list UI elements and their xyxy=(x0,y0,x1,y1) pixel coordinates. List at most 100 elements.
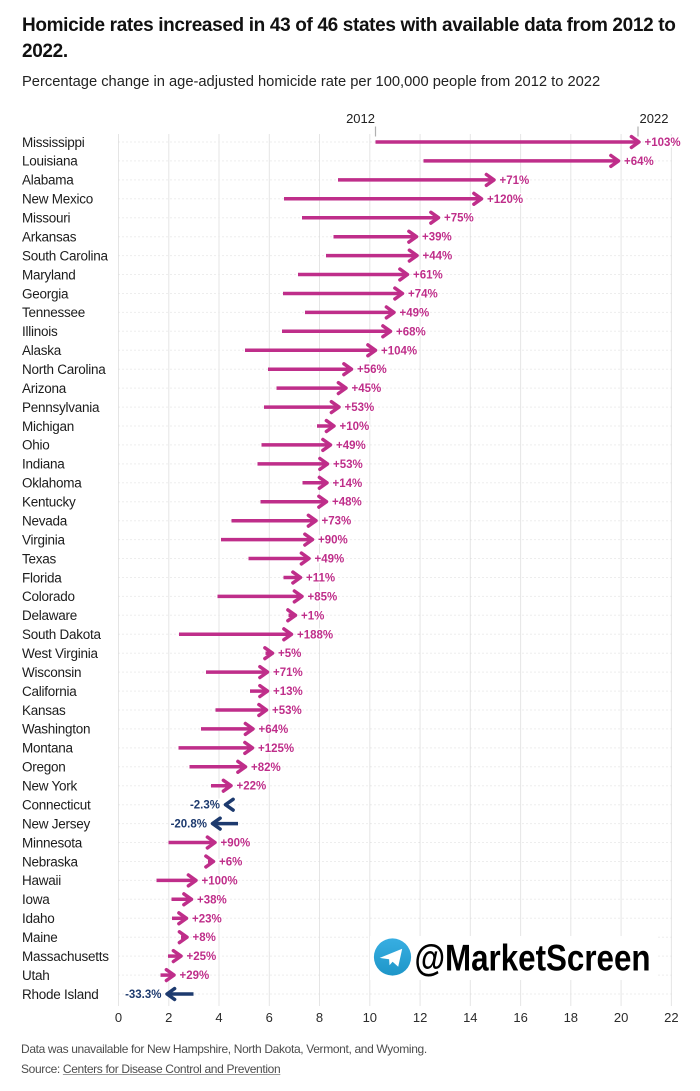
svg-text:+1%: +1% xyxy=(301,610,324,622)
svg-text:+25%: +25% xyxy=(187,951,217,963)
svg-text:Michigan: Michigan xyxy=(22,419,74,434)
svg-text:+68%: +68% xyxy=(396,326,426,338)
svg-text:Washington: Washington xyxy=(22,722,90,737)
svg-text:16: 16 xyxy=(513,1010,527,1025)
svg-text:Utah: Utah xyxy=(22,968,50,983)
svg-text:2012: 2012 xyxy=(346,111,375,126)
svg-text:-2.3%: -2.3% xyxy=(190,800,220,812)
svg-text:Florida: Florida xyxy=(22,570,62,585)
svg-text:Idaho: Idaho xyxy=(22,911,55,926)
svg-text:4: 4 xyxy=(215,1010,222,1025)
svg-text:+188%: +188% xyxy=(297,629,333,641)
svg-text:Nevada: Nevada xyxy=(22,514,68,529)
svg-text:2: 2 xyxy=(165,1010,172,1025)
svg-text:+11%: +11% xyxy=(306,573,335,585)
svg-text:West Virginia: West Virginia xyxy=(22,646,99,661)
svg-text:+100%: +100% xyxy=(202,875,238,887)
svg-text:Arizona: Arizona xyxy=(22,381,67,396)
svg-text:+13%: +13% xyxy=(273,686,303,698)
svg-text:Ohio: Ohio xyxy=(22,438,50,453)
svg-text:+23%: +23% xyxy=(192,913,222,925)
svg-text:12: 12 xyxy=(413,1010,427,1025)
svg-text:+104%: +104% xyxy=(381,345,417,357)
svg-text:20: 20 xyxy=(614,1010,628,1025)
svg-text:+74%: +74% xyxy=(408,289,438,301)
svg-text:+56%: +56% xyxy=(357,364,387,376)
svg-text:Louisiana: Louisiana xyxy=(22,154,78,169)
svg-text:+49%: +49% xyxy=(400,307,430,319)
svg-text:Minnesota: Minnesota xyxy=(22,835,83,850)
svg-text:+90%: +90% xyxy=(221,838,251,850)
svg-text:+49%: +49% xyxy=(315,554,345,566)
svg-text:8: 8 xyxy=(316,1010,323,1025)
svg-text:Alaska: Alaska xyxy=(22,343,62,358)
svg-text:Tennessee: Tennessee xyxy=(22,305,85,320)
svg-text:+90%: +90% xyxy=(318,535,348,547)
svg-text:+8%: +8% xyxy=(193,932,216,944)
svg-text:New Mexico: New Mexico xyxy=(22,192,93,207)
svg-text:+61%: +61% xyxy=(413,270,443,282)
svg-text:Arkansas: Arkansas xyxy=(22,230,77,245)
svg-text:+73%: +73% xyxy=(322,516,352,528)
svg-text:+10%: +10% xyxy=(340,421,370,433)
svg-text:6: 6 xyxy=(266,1010,273,1025)
svg-text:+82%: +82% xyxy=(251,762,281,774)
svg-text:Massachusetts: Massachusetts xyxy=(22,949,109,964)
svg-text:Maryland: Maryland xyxy=(22,267,76,282)
svg-text:14: 14 xyxy=(463,1010,477,1025)
svg-text:10: 10 xyxy=(363,1010,377,1025)
svg-text:Kansas: Kansas xyxy=(22,703,66,718)
svg-text:Nebraska: Nebraska xyxy=(22,854,79,869)
svg-text:Mississippi: Mississippi xyxy=(22,135,85,150)
svg-text:+64%: +64% xyxy=(624,156,654,168)
svg-text:18: 18 xyxy=(564,1010,578,1025)
svg-text:North Carolina: North Carolina xyxy=(22,362,106,377)
svg-text:Missouri: Missouri xyxy=(22,211,71,226)
svg-text:+75%: +75% xyxy=(444,213,474,225)
svg-text:+6%: +6% xyxy=(219,857,242,869)
svg-text:+45%: +45% xyxy=(352,383,382,395)
svg-text:South Dakota: South Dakota xyxy=(22,627,102,642)
svg-text:@MarketScreen: @MarketScreen xyxy=(415,938,651,979)
svg-text:Pennsylvania: Pennsylvania xyxy=(22,400,100,415)
svg-text:+53%: +53% xyxy=(272,705,302,717)
svg-text:Hawaii: Hawaii xyxy=(22,873,61,888)
svg-text:Oklahoma: Oklahoma xyxy=(22,476,82,491)
svg-text:0: 0 xyxy=(115,1010,122,1025)
svg-text:Iowa: Iowa xyxy=(22,892,50,907)
svg-text:Wisconsin: Wisconsin xyxy=(22,665,81,680)
svg-text:Rhode Island: Rhode Island xyxy=(22,987,99,1002)
svg-text:New Jersey: New Jersey xyxy=(22,816,91,831)
svg-text:Indiana: Indiana xyxy=(22,457,65,472)
svg-text:+53%: +53% xyxy=(345,402,375,414)
svg-text:-20.8%: -20.8% xyxy=(171,819,207,831)
svg-text:+5%: +5% xyxy=(278,648,301,660)
svg-text:Texas: Texas xyxy=(22,551,57,566)
svg-text:+120%: +120% xyxy=(487,194,523,206)
svg-text:New York: New York xyxy=(22,779,78,794)
svg-text:2022: 2022 xyxy=(640,111,669,126)
svg-text:Maine: Maine xyxy=(22,930,58,945)
svg-text:+49%: +49% xyxy=(336,440,366,452)
svg-text:+103%: +103% xyxy=(645,137,681,149)
svg-text:+71%: +71% xyxy=(273,667,303,679)
svg-text:22: 22 xyxy=(664,1010,678,1025)
svg-text:+85%: +85% xyxy=(308,591,338,603)
svg-text:+44%: +44% xyxy=(423,251,453,263)
svg-text:+38%: +38% xyxy=(197,894,227,906)
svg-text:+53%: +53% xyxy=(333,459,363,471)
svg-text:Oregon: Oregon xyxy=(22,760,66,775)
svg-text:Delaware: Delaware xyxy=(22,608,77,623)
svg-text:+29%: +29% xyxy=(180,970,210,982)
svg-text:Connecticut: Connecticut xyxy=(22,798,91,813)
svg-text:+71%: +71% xyxy=(500,175,530,187)
svg-text:+48%: +48% xyxy=(332,497,362,509)
svg-text:+64%: +64% xyxy=(259,724,289,736)
svg-text:California: California xyxy=(22,684,77,699)
svg-text:Alabama: Alabama xyxy=(22,173,74,188)
svg-text:Kentucky: Kentucky xyxy=(22,495,76,510)
svg-text:+14%: +14% xyxy=(333,478,363,490)
svg-text:+22%: +22% xyxy=(237,781,267,793)
svg-text:Illinois: Illinois xyxy=(22,324,58,339)
svg-text:Georgia: Georgia xyxy=(22,286,69,301)
